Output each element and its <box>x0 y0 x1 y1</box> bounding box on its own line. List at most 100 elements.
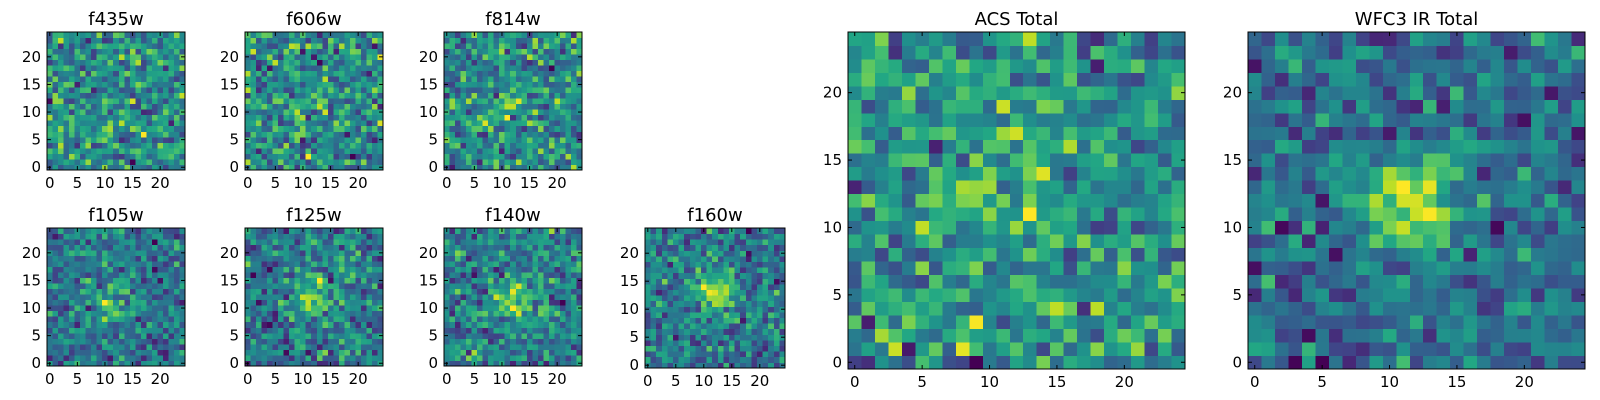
heatmap-cell <box>455 76 461 83</box>
heatmap-cell <box>678 317 685 324</box>
heatmap-cell <box>1090 220 1105 235</box>
heatmap-cell <box>554 76 561 83</box>
heatmap-cell <box>294 54 301 60</box>
heatmap-cell <box>449 239 456 245</box>
heatmap-cell <box>1090 355 1105 370</box>
heatmap-cell <box>173 277 180 284</box>
heatmap-cell <box>91 228 98 234</box>
heatmap-cell <box>107 354 114 361</box>
heatmap-cell <box>305 125 312 132</box>
heatmap-cell <box>673 328 679 335</box>
heatmap-cell <box>996 288 1011 302</box>
heatmap-cell <box>52 98 59 105</box>
heatmap-cell <box>135 321 142 328</box>
heatmap-cell <box>482 142 489 149</box>
heatmap-cell <box>1158 355 1172 370</box>
heatmap-cell <box>717 289 724 296</box>
heatmap-cell <box>729 312 735 318</box>
heatmap-cell <box>493 136 500 143</box>
heatmap-cell <box>63 277 70 284</box>
heatmap-cell <box>278 255 285 262</box>
heatmap-cell <box>371 228 378 234</box>
heatmap-cell <box>118 327 125 334</box>
heatmap-cell <box>107 59 114 66</box>
heatmap-cell <box>740 239 747 246</box>
heatmap-cell <box>113 81 120 88</box>
heatmap-cell <box>256 349 262 356</box>
heatmap-cell <box>91 294 98 301</box>
heatmap-cell <box>173 250 180 256</box>
heatmap-cell <box>762 267 769 274</box>
heatmap-cell <box>272 65 279 72</box>
heatmap-cell <box>371 338 378 345</box>
heatmap-cell <box>734 295 741 302</box>
heatmap-cell <box>548 153 555 160</box>
heatmap-cell <box>355 250 362 256</box>
heatmap-cell <box>515 147 522 154</box>
heatmap-cell <box>1117 301 1132 316</box>
heatmap-cell <box>338 338 345 345</box>
heatmap-cell <box>656 289 663 296</box>
heatmap-cell <box>504 59 511 66</box>
heatmap-cell <box>678 300 685 307</box>
heatmap-cell <box>173 48 180 55</box>
heatmap-cell <box>267 54 273 60</box>
heatmap-cell <box>667 278 674 285</box>
x-tick-label: 0 <box>442 370 452 388</box>
heatmap-cell <box>510 92 517 99</box>
heatmap-cell <box>661 289 668 296</box>
heatmap-cell <box>69 87 75 94</box>
heatmap-cell <box>521 87 528 94</box>
heatmap-cell <box>250 294 257 301</box>
heatmap-cell <box>559 277 566 284</box>
heatmap-cell <box>267 76 273 83</box>
heatmap-cell <box>327 81 334 88</box>
heatmap-cell <box>52 316 59 323</box>
heatmap-cell <box>366 65 373 72</box>
heatmap-cell <box>773 228 780 234</box>
heatmap-cell <box>289 59 296 66</box>
heatmap-cell <box>650 340 657 346</box>
heatmap-cell <box>482 98 489 105</box>
heatmap-cell <box>63 239 70 245</box>
heatmap-cell <box>135 65 142 72</box>
heatmap-cell <box>482 294 489 301</box>
heatmap-cell <box>444 37 450 44</box>
heatmap-cell <box>377 321 384 328</box>
heatmap-cell <box>58 109 64 116</box>
heatmap-cell <box>1090 261 1105 276</box>
heatmap-cell <box>102 136 109 143</box>
heatmap-cell <box>570 332 577 339</box>
heatmap-cell <box>179 114 186 121</box>
heatmap-cell <box>349 147 356 154</box>
heatmap-cell <box>91 250 98 256</box>
heatmap-cell <box>360 136 367 143</box>
heatmap-cell <box>91 283 98 290</box>
heatmap-cell <box>179 125 186 132</box>
heatmap-cell <box>278 299 285 306</box>
heatmap-cell <box>543 54 550 60</box>
heatmap-cell <box>80 70 87 77</box>
heatmap-cell <box>695 278 702 285</box>
heatmap-cell <box>338 332 345 339</box>
heatmap-cell <box>151 158 158 165</box>
heatmap-cell <box>91 142 98 149</box>
heatmap-cell <box>179 98 186 105</box>
heatmap-cell <box>278 338 285 345</box>
heatmap-cell <box>848 274 862 289</box>
heatmap-cell <box>107 54 114 60</box>
heatmap-cell <box>848 288 862 302</box>
heatmap-cell <box>74 81 81 88</box>
heatmap-cell <box>656 340 663 346</box>
heatmap-cell <box>118 114 125 121</box>
heatmap-cell <box>124 109 131 116</box>
heatmap-cell <box>118 87 125 94</box>
heatmap-cell <box>444 244 450 251</box>
heatmap-cell <box>327 343 334 350</box>
heatmap-cell <box>684 300 691 307</box>
heatmap-cell <box>570 32 577 38</box>
heatmap-cell <box>344 299 351 306</box>
heatmap-cell <box>283 32 290 38</box>
heatmap-cell <box>734 317 741 324</box>
heatmap-cell <box>344 272 351 279</box>
